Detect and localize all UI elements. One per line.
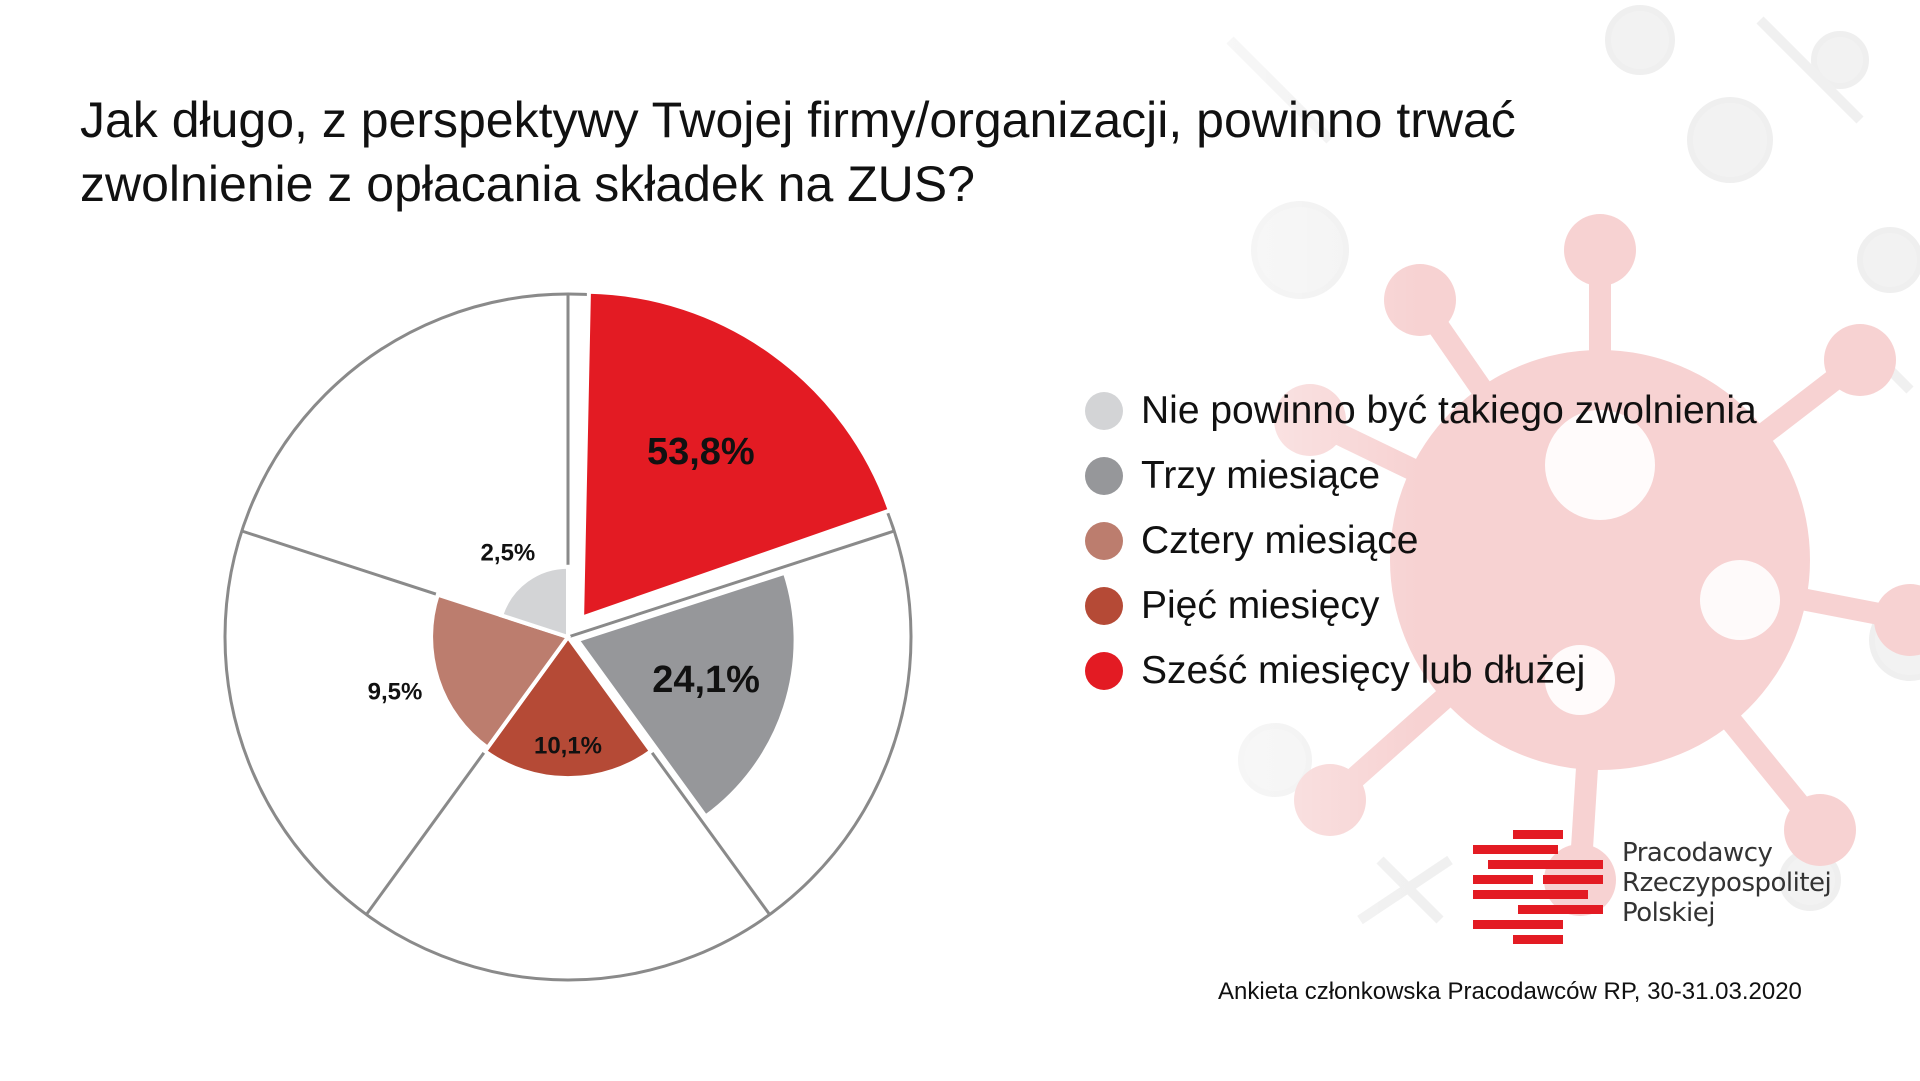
legend-item: Pięć miesięcy [1085,573,1757,638]
pie-slice [574,570,798,820]
pie-data-label: 53,8% [647,431,755,473]
organization-name-line: Polskiej [1622,898,1715,928]
pie-slice [429,592,572,751]
legend-label: Pięć miesięcy [1141,583,1380,627]
pie-slice [498,564,570,640]
legend-swatch-icon [1085,651,1123,690]
legend-label: Trzy miesiące [1141,453,1381,497]
legend-item: Sześć miesięcy lub dłużej [1085,638,1757,703]
source-note: Ankieta członkowska Pracodawców RP, 30-3… [1218,978,1802,1005]
organization-name-line: Rzeczypospolitej [1622,868,1832,898]
pie-labels-group: 53,8% 24,1% 10,1% 9,5% 2,5% [368,431,760,759]
legend-item: Trzy miesiące [1085,443,1757,508]
legend-item: Cztery miesiące [1085,508,1757,573]
pie-spoke-line [567,529,895,639]
pie-slice [482,633,654,781]
legend-label: Sześć miesięcy lub dłużej [1141,648,1586,692]
pracodawcy-rp-logo-icon [1473,830,1603,944]
pie-data-label: 24,1% [652,659,760,701]
organization-name-line: Pracodawcy [1622,838,1773,868]
legend-swatch-icon [1085,521,1123,560]
legend: Nie powinno być takiego zwolnienia Trzy … [1085,378,1757,703]
pie-data-label: 2,5% [481,540,536,567]
legend-swatch-icon [1085,456,1123,495]
organization-name: Pracodawcy Rzeczypospolitej Polskiej [1622,838,1832,928]
legend-item: Nie powinno być takiego zwolnienia [1085,378,1757,443]
pie-data-label: 10,1% [534,732,602,759]
pie-data-label: 9,5% [368,679,423,706]
legend-label: Nie powinno być takiego zwolnienia [1141,388,1757,432]
legend-swatch-icon [1085,586,1123,625]
chart-title: Jak długo, z perspektywy Twojej firmy/or… [80,92,1516,212]
pie-slice [580,289,893,621]
pie-slices-group [429,289,893,820]
legend-swatch-icon [1085,391,1123,430]
legend-label: Cztery miesiące [1141,518,1419,562]
